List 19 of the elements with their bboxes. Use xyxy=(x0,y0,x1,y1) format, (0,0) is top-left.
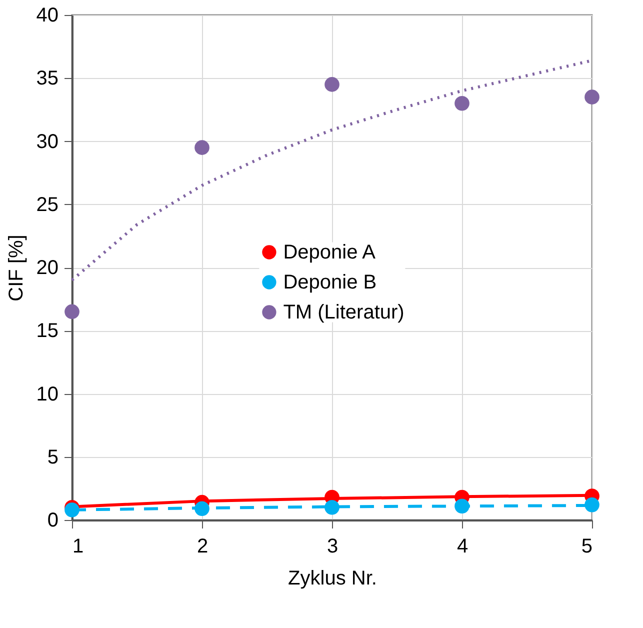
x-tick-label: 3 xyxy=(326,536,338,558)
legend-label: Deponie B xyxy=(283,271,377,294)
y-tick-label: 10 xyxy=(36,383,58,406)
y-tick-label: 0 xyxy=(47,510,58,532)
x-axis-title: Zyklus Nr. xyxy=(288,568,377,590)
y-axis-title: CIF [%] xyxy=(5,234,28,302)
x-tick-label: 1 xyxy=(72,536,84,558)
x-tick-label: 5 xyxy=(581,536,592,558)
y-tick-label: 35 xyxy=(36,68,58,90)
legend-label: TM (Literatur) xyxy=(283,301,404,324)
y-tick-label: 40 xyxy=(36,4,58,26)
x-tick-label: 4 xyxy=(456,536,468,558)
y-tick-label: 25 xyxy=(36,194,58,216)
y-tick-label: 20 xyxy=(36,257,58,279)
y-tick-label: 5 xyxy=(47,446,58,468)
legend-label: Deponie A xyxy=(283,241,376,264)
y-tick-label: 30 xyxy=(36,130,58,153)
x-tick-label: 2 xyxy=(196,536,208,558)
y-tick-label: 15 xyxy=(36,320,58,342)
